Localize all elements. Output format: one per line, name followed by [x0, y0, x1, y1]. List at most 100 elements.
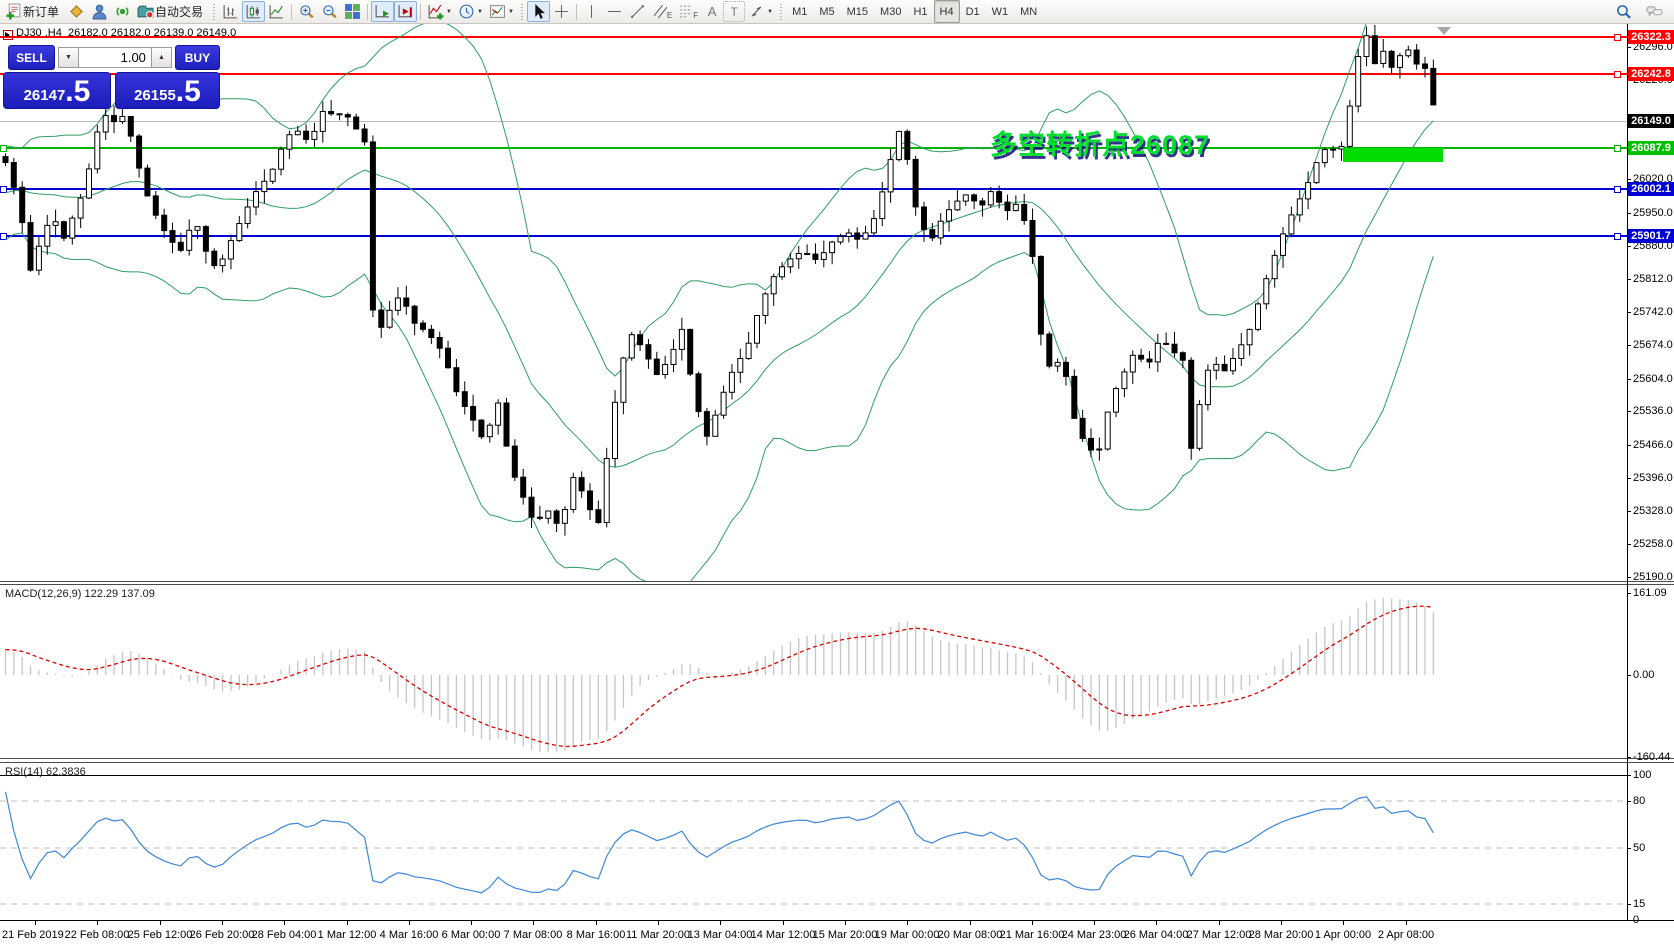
macd-plot[interactable] — [0, 584, 1627, 758]
crosshair-button[interactable] — [550, 1, 573, 22]
price-tick-mark — [1627, 213, 1631, 214]
vertical-line-button[interactable] — [580, 1, 603, 22]
price-line-26087.9[interactable] — [0, 147, 1627, 149]
zoom-in-button[interactable] — [295, 1, 318, 22]
horizontal-line-button[interactable] — [603, 1, 626, 22]
pane-divider[interactable] — [0, 758, 1674, 759]
main-chart-pane[interactable] — [0, 24, 1674, 581]
price-badge-26242.8: 26242.8 — [1628, 67, 1674, 81]
one-click-trading-panel: SELL ▼ ▲ BUY 26147 .5 26155 .5 — [3, 45, 220, 109]
equidistant-channel-icon — [652, 3, 669, 20]
chart-shift-button[interactable] — [394, 1, 418, 22]
price-line-26322.3[interactable] — [0, 36, 1627, 38]
equidistant-channel-button[interactable]: E — [649, 1, 675, 22]
timeframe-button-M1[interactable]: M1 — [792, 5, 808, 18]
trendline-button[interactable] — [626, 1, 649, 22]
volume-input[interactable] — [78, 47, 151, 68]
navigator-button[interactable] — [88, 1, 111, 22]
chevron-down-icon: ▼ — [476, 8, 483, 15]
macd-tick-mark — [1627, 593, 1631, 594]
buy-button[interactable]: BUY — [174, 45, 220, 70]
line-anchor[interactable] — [0, 186, 7, 193]
price-line-26149.0[interactable] — [0, 121, 1627, 122]
autotrading-button[interactable]: 自动交易 — [134, 1, 209, 22]
price-tick-mark — [1627, 544, 1631, 545]
fibonacci-button[interactable]: F — [675, 1, 701, 22]
time-tick-mark — [1219, 921, 1220, 925]
annotation-text[interactable]: 多空转折点26087 — [990, 130, 1211, 160]
line-chart-button[interactable] — [265, 1, 288, 22]
rsi-pane[interactable]: RSI(14) 62.3836 — [0, 762, 1674, 920]
timeframe-button-H4[interactable]: H4 — [933, 0, 960, 23]
templates-button[interactable]: ▼ — [486, 1, 517, 22]
price-tick-label: 25328.0 — [1633, 505, 1673, 517]
line-chart-icon — [268, 3, 285, 20]
volume-down-button[interactable]: ▼ — [57, 47, 79, 68]
price-line-26242.8[interactable] — [0, 73, 1627, 75]
pane-divider — [0, 762, 1674, 763]
text-tool-button[interactable]: A — [707, 4, 717, 19]
price-line-26002.1[interactable] — [0, 188, 1627, 190]
arrows-tool-button[interactable]: ▼ — [745, 1, 776, 22]
new-order-button[interactable]: 新订单 — [2, 1, 65, 22]
timeframe-group: M1 M5 M15 M30 H1 H4 D1 W1 MN — [786, 0, 1043, 23]
chat-button[interactable] — [1643, 1, 1666, 22]
pane-divider[interactable] — [0, 581, 1674, 582]
profiles-button[interactable] — [65, 1, 88, 22]
volume-up-button[interactable]: ▲ — [150, 47, 172, 68]
chart-shift-marker[interactable] — [1437, 27, 1451, 35]
time-label: 1 Mar 12:00 — [317, 929, 377, 941]
auto-scroll-button[interactable] — [371, 1, 395, 22]
sell-button[interactable]: SELL — [8, 45, 55, 70]
zoom-out-button[interactable] — [318, 1, 341, 22]
line-anchor[interactable] — [1614, 34, 1621, 41]
bar-chart-button[interactable] — [219, 1, 242, 22]
rsi-plot[interactable] — [0, 775, 1627, 920]
timeframe-button-D1[interactable]: D1 — [965, 5, 980, 18]
line-anchor[interactable] — [0, 233, 7, 240]
timeframe-button-M5[interactable]: M5 — [819, 5, 835, 18]
cursor-button[interactable] — [526, 1, 550, 22]
timeframe-button-M30[interactable]: M30 — [880, 5, 902, 18]
horizontal-line-icon — [606, 3, 623, 20]
bid-price-int: 26147 — [23, 87, 66, 104]
candlestick-chart[interactable] — [0, 24, 1627, 581]
candlestick-chart-button[interactable] — [242, 1, 266, 22]
time-tick-mark — [970, 921, 971, 925]
text-label-button[interactable]: T — [723, 1, 746, 22]
rsi-tick-mark — [1627, 920, 1631, 921]
timeframe-button-MN[interactable]: MN — [1020, 5, 1038, 18]
macd-pane[interactable]: MACD(12,26,9) 122.29 137.09 — [0, 584, 1674, 758]
periods-clock-icon — [458, 3, 475, 20]
time-label: 19 Mar 00:00 — [874, 929, 940, 941]
line-anchor[interactable] — [0, 145, 7, 152]
toolbar-separator — [291, 3, 293, 20]
price-tick-mark — [1627, 577, 1631, 578]
tile-windows-button[interactable] — [341, 1, 364, 22]
time-label: 28 Mar 20:00 — [1248, 929, 1314, 941]
auto-scroll-icon — [374, 3, 391, 20]
line-anchor[interactable] — [1614, 145, 1621, 152]
candlestick-chart-icon — [245, 3, 262, 20]
search-button[interactable] — [1612, 1, 1635, 22]
time-axis[interactable]: 21 Feb 2019 22 Feb 08:00 25 Feb 12:00 26 Fe… — [0, 920, 1674, 949]
indicators-button[interactable]: ▼ — [424, 1, 455, 22]
toolbar-grip[interactable] — [518, 3, 525, 20]
time-label: 2 Apr 08:00 — [1377, 929, 1435, 941]
periods-button[interactable]: ▼ — [455, 1, 486, 22]
line-anchor[interactable] — [1614, 233, 1621, 240]
highlight-rectangle[interactable] — [1343, 148, 1443, 162]
timeframe-button-W1[interactable]: W1 — [991, 5, 1009, 18]
timeframe-button-M15[interactable]: M15 — [846, 5, 869, 18]
toolbar-separator — [420, 3, 422, 20]
toolbar-grip[interactable] — [211, 3, 218, 20]
line-anchor[interactable] — [1614, 186, 1621, 193]
toolbar-grip[interactable] — [778, 3, 785, 20]
price-tick-mark — [1627, 511, 1631, 512]
rsi-tick-mark — [1627, 775, 1631, 776]
line-anchor[interactable] — [1614, 71, 1621, 78]
timeframe-button-H1[interactable]: H1 — [913, 5, 928, 18]
time-tick-mark — [409, 921, 410, 925]
signals-button[interactable] — [111, 1, 134, 22]
price-line-25901.7[interactable] — [0, 235, 1627, 237]
